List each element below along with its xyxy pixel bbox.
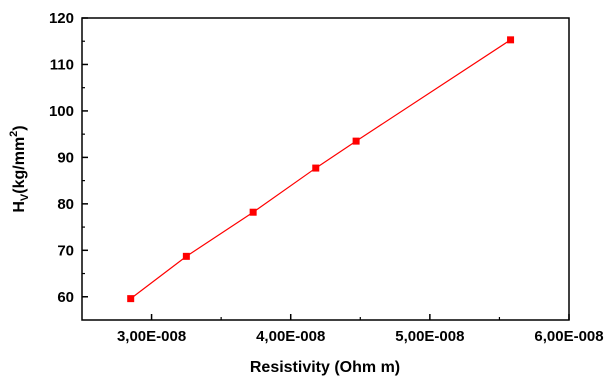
x-ticks: 3,00E-008 4,00E-008 5,00E-008 6,00E-008 xyxy=(117,314,604,345)
x-tick-label: 4,00E-008 xyxy=(256,328,325,345)
y-tick-label: 80 xyxy=(57,196,74,213)
data-point xyxy=(127,295,135,303)
y-axis-label-sub: V xyxy=(19,193,31,201)
y-tick-label: 90 xyxy=(57,149,74,166)
x-tick-label: 3,00E-008 xyxy=(117,328,186,345)
y-axis-label-end: ) xyxy=(11,125,28,130)
x-axis-label: Resistivity (Ohm m) xyxy=(250,359,400,376)
data-point xyxy=(312,164,320,172)
data-point xyxy=(249,208,257,216)
y-axis-label-rest: (kg/mm xyxy=(11,137,28,194)
y-tick-label: 110 xyxy=(50,56,74,73)
data-point xyxy=(182,252,190,260)
y-tick-label: 120 xyxy=(49,10,74,27)
y-ticks: 60 70 80 90 100 110 120 xyxy=(49,10,88,306)
data-point xyxy=(352,137,360,145)
y-tick-label: 100 xyxy=(49,103,74,120)
plot-frame xyxy=(81,17,570,321)
x-tick-label: 6,00E-008 xyxy=(534,328,603,345)
y-tick-label: 70 xyxy=(57,242,74,259)
y-axis-label: HV(kg/mm2) xyxy=(8,125,31,212)
y-axis-label-sup: 2 xyxy=(8,131,20,137)
series-line xyxy=(130,39,511,300)
y-axis-label-main: H xyxy=(11,201,28,213)
series-layer xyxy=(127,36,515,303)
y-tick-label: 60 xyxy=(57,289,74,306)
data-point xyxy=(507,36,515,44)
x-tick-label: 5,00E-008 xyxy=(395,328,464,345)
